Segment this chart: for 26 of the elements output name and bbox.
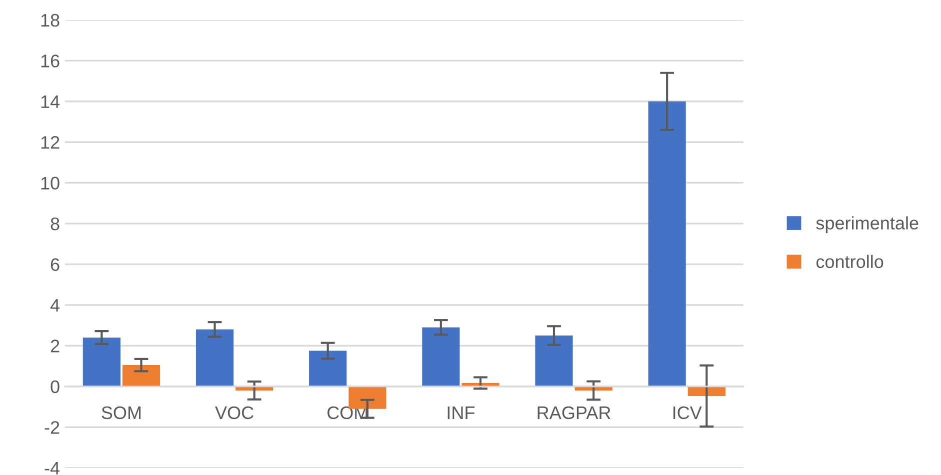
y-tick-label: 2: [50, 340, 60, 352]
y-tick-label: 12: [41, 136, 60, 149]
x-tick-label: SOM: [102, 406, 141, 420]
x-tick-label: RAGPAR: [538, 406, 610, 420]
bar: [122, 365, 160, 386]
bar: [422, 327, 460, 386]
bar: [196, 329, 234, 386]
x-tick-label: INF: [448, 406, 475, 419]
y-tick-label: 16: [41, 54, 60, 68]
y-tick-label: 14: [41, 96, 60, 108]
y-tick-label: -2: [44, 421, 60, 434]
x-tick-label: VOC: [215, 406, 254, 420]
bar: [648, 101, 686, 386]
y-tick-label: 4: [50, 299, 60, 312]
y-tick-label: -4: [44, 462, 60, 474]
y-tick-label: 10: [41, 176, 60, 190]
y-tick-label: 0: [50, 380, 60, 394]
y-tick-label: 6: [50, 258, 60, 271]
bar: [309, 350, 347, 386]
legend-label: controllo: [816, 254, 884, 268]
bar: [82, 338, 120, 386]
y-tick-label: 8: [50, 217, 60, 230]
legend-label: sperimentale: [816, 216, 918, 234]
x-tick-label: ICV: [673, 406, 702, 420]
y-tick-label: 18: [41, 14, 60, 27]
bar: [535, 336, 573, 386]
